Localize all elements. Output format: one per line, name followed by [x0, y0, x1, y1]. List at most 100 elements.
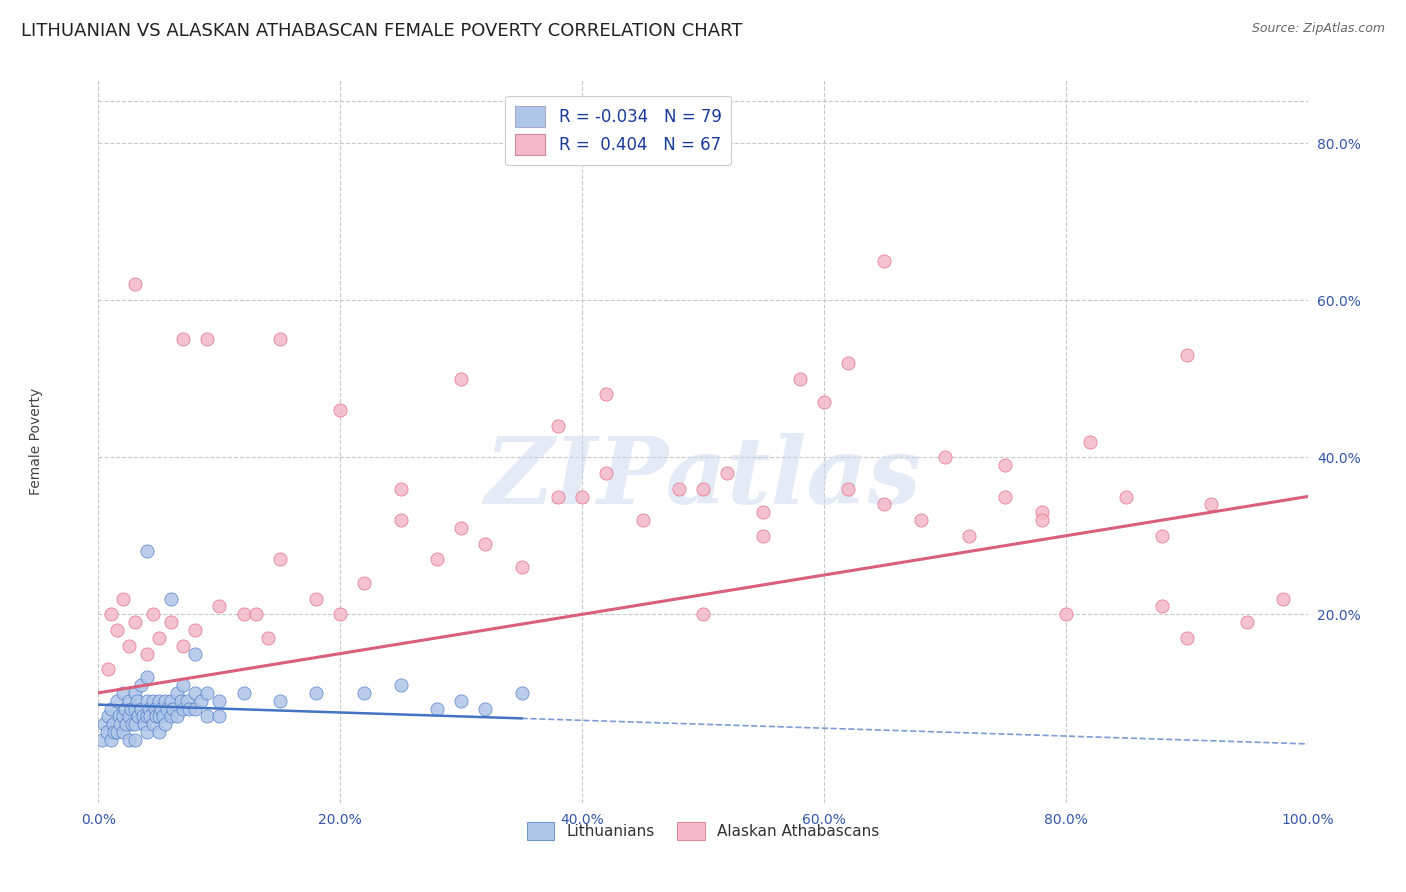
Point	[142, 717, 165, 731]
Point	[353, 686, 375, 700]
Point	[135, 694, 157, 708]
Point	[96, 725, 118, 739]
Point	[450, 694, 472, 708]
Point	[190, 694, 212, 708]
Point	[1236, 615, 1258, 630]
Point	[994, 490, 1017, 504]
Point	[716, 466, 738, 480]
Point	[100, 607, 122, 622]
Point	[1078, 434, 1101, 449]
Point	[105, 725, 128, 739]
Point	[837, 482, 859, 496]
Point	[571, 490, 593, 504]
Point	[245, 607, 267, 622]
Point	[114, 701, 136, 715]
Point	[129, 701, 152, 715]
Point	[145, 709, 167, 723]
Y-axis label: Female Poverty: Female Poverty	[30, 388, 42, 495]
Point	[153, 694, 176, 708]
Point	[111, 709, 134, 723]
Point	[353, 575, 375, 590]
Point	[1199, 497, 1222, 511]
Point	[93, 717, 115, 731]
Point	[172, 639, 194, 653]
Point	[1272, 591, 1295, 606]
Point	[115, 717, 138, 731]
Point	[547, 490, 569, 504]
Point	[150, 701, 173, 715]
Point	[135, 709, 157, 723]
Point	[595, 466, 617, 480]
Point	[389, 678, 412, 692]
Point	[329, 403, 352, 417]
Point	[232, 686, 254, 700]
Point	[127, 694, 149, 708]
Point	[138, 701, 160, 715]
Point	[172, 678, 194, 692]
Point	[329, 607, 352, 622]
Point	[195, 709, 218, 723]
Point	[595, 387, 617, 401]
Point	[994, 458, 1017, 472]
Point	[789, 372, 811, 386]
Point	[124, 277, 146, 292]
Point	[1152, 599, 1174, 614]
Point	[124, 701, 146, 715]
Point	[169, 694, 191, 708]
Point	[208, 694, 231, 708]
Point	[160, 709, 183, 723]
Point	[135, 544, 157, 558]
Legend: Lithuanians, Alaskan Athabascans: Lithuanians, Alaskan Athabascans	[520, 816, 886, 846]
Point	[160, 694, 183, 708]
Point	[121, 717, 143, 731]
Point	[305, 591, 328, 606]
Point	[148, 631, 170, 645]
Point	[103, 725, 125, 739]
Point	[184, 686, 207, 700]
Point	[547, 418, 569, 433]
Point	[134, 717, 156, 731]
Point	[118, 733, 141, 747]
Point	[184, 623, 207, 637]
Point	[1175, 631, 1198, 645]
Point	[124, 717, 146, 731]
Text: ZIPatlas: ZIPatlas	[485, 433, 921, 523]
Point	[132, 709, 155, 723]
Point	[179, 701, 201, 715]
Point	[172, 701, 194, 715]
Point	[111, 725, 134, 739]
Point	[124, 686, 146, 700]
Point	[101, 717, 124, 731]
Point	[934, 450, 956, 465]
Point	[208, 709, 231, 723]
Point	[135, 647, 157, 661]
Point	[1054, 607, 1077, 622]
Point	[1115, 490, 1137, 504]
Point	[152, 709, 174, 723]
Point	[1152, 529, 1174, 543]
Point	[195, 333, 218, 347]
Point	[108, 709, 131, 723]
Point	[873, 253, 896, 268]
Point	[105, 623, 128, 637]
Point	[120, 701, 142, 715]
Point	[135, 670, 157, 684]
Point	[127, 709, 149, 723]
Point	[176, 694, 198, 708]
Point	[142, 607, 165, 622]
Point	[1031, 513, 1053, 527]
Point	[118, 639, 141, 653]
Text: Source: ZipAtlas.com: Source: ZipAtlas.com	[1251, 22, 1385, 36]
Point	[631, 513, 654, 527]
Point	[100, 733, 122, 747]
Point	[910, 513, 932, 527]
Point	[873, 497, 896, 511]
Point	[118, 709, 141, 723]
Point	[426, 701, 449, 715]
Point	[97, 662, 120, 676]
Point	[111, 591, 134, 606]
Point	[153, 717, 176, 731]
Point	[837, 356, 859, 370]
Point	[813, 395, 835, 409]
Point	[139, 709, 162, 723]
